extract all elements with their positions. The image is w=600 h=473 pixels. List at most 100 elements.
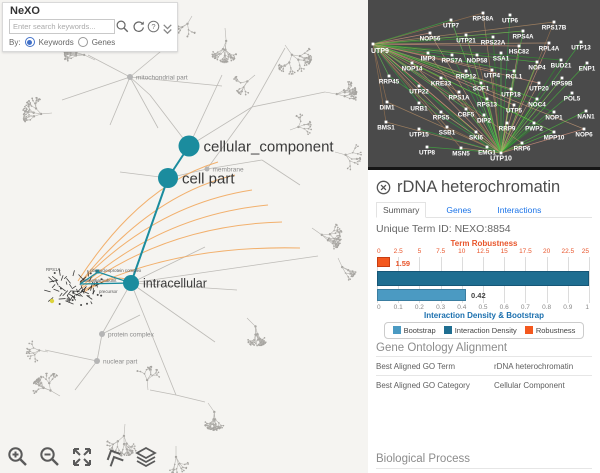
gene-label: UTP18 bbox=[501, 92, 521, 99]
gene-label: UTP15 bbox=[409, 132, 429, 139]
genes-radio[interactable] bbox=[77, 37, 88, 47]
gene-label: NOP14 bbox=[402, 66, 423, 73]
tab-genes[interactable]: Genes bbox=[446, 205, 472, 215]
reset-icon[interactable] bbox=[131, 19, 146, 34]
gene-node[interactable] bbox=[474, 130, 478, 134]
gene-node[interactable] bbox=[464, 33, 468, 37]
cluster-label: RPS1A bbox=[46, 267, 60, 272]
gene-node[interactable] bbox=[552, 110, 556, 114]
gene-label: RPS7A bbox=[442, 58, 463, 65]
gene-node[interactable] bbox=[505, 121, 509, 125]
selected-ontology-node[interactable] bbox=[158, 168, 178, 188]
gene-node[interactable] bbox=[535, 97, 539, 101]
gene-node[interactable] bbox=[410, 61, 414, 65]
ontology-node-label: nuclear part bbox=[103, 359, 138, 366]
layers-icon[interactable] bbox=[134, 445, 158, 469]
ontology-graph-svg[interactable]: mitochondrial part membrane protein comple… bbox=[0, 0, 368, 473]
gene-node[interactable] bbox=[532, 121, 536, 125]
gene-node[interactable] bbox=[584, 109, 588, 113]
zoom-in-icon[interactable] bbox=[6, 445, 30, 469]
gene-node[interactable] bbox=[585, 61, 589, 65]
gene-node[interactable] bbox=[521, 29, 525, 33]
go-category-row: Best Aligned GO Category Cellular Compon… bbox=[376, 377, 592, 393]
gene-node[interactable] bbox=[485, 145, 489, 149]
gene-node[interactable] bbox=[417, 84, 421, 88]
keywords-radio[interactable] bbox=[24, 37, 35, 47]
search-input[interactable] bbox=[9, 19, 115, 34]
gene-node[interactable] bbox=[464, 69, 468, 73]
gene-node[interactable] bbox=[457, 90, 461, 94]
gene-node[interactable] bbox=[552, 130, 556, 134]
keywords-radio-label[interactable]: Keywords bbox=[38, 37, 74, 47]
chevron-down-icon[interactable] bbox=[160, 22, 175, 37]
gene-node[interactable] bbox=[428, 31, 432, 35]
gene-node[interactable] bbox=[426, 51, 430, 55]
zoom-out-icon[interactable] bbox=[38, 445, 62, 469]
gene-node[interactable] bbox=[384, 120, 388, 124]
gene-label: UTP22 bbox=[409, 89, 429, 96]
gene-node[interactable] bbox=[559, 58, 563, 62]
gene-node[interactable] bbox=[417, 101, 421, 105]
gene-node[interactable] bbox=[475, 53, 479, 57]
ontology-node[interactable] bbox=[94, 358, 100, 364]
gene-node[interactable] bbox=[579, 40, 583, 44]
gene-node[interactable] bbox=[479, 81, 483, 85]
go-term-label: Best Aligned GO Term bbox=[376, 361, 455, 371]
gene-node[interactable] bbox=[371, 42, 375, 46]
genes-radio-label[interactable]: Genes bbox=[91, 37, 116, 47]
ontology-node[interactable] bbox=[127, 74, 133, 80]
gene-node[interactable] bbox=[560, 76, 564, 80]
close-icon[interactable] bbox=[376, 180, 391, 195]
tab-summary[interactable]: Summary bbox=[376, 202, 427, 218]
gene-node[interactable] bbox=[570, 91, 574, 95]
help-icon[interactable]: ? bbox=[146, 19, 161, 34]
detail-tabs: Summary Genes Interactions bbox=[376, 201, 592, 218]
gene-label: UTP13 bbox=[571, 45, 591, 52]
by-label: By: bbox=[9, 37, 21, 47]
gene-label: RRP6 bbox=[514, 146, 531, 153]
gene-node[interactable] bbox=[508, 13, 512, 17]
gene-node[interactable] bbox=[537, 81, 541, 85]
gene-node[interactable] bbox=[485, 97, 489, 101]
ontology-canvas[interactable]: mitochondrial part membrane protein comple… bbox=[0, 0, 368, 473]
gene-node[interactable] bbox=[459, 146, 463, 150]
gene-node[interactable] bbox=[439, 76, 443, 80]
gene-node[interactable] bbox=[417, 127, 421, 131]
selected-ontology-node[interactable] bbox=[123, 275, 139, 291]
gene-node[interactable] bbox=[547, 41, 551, 45]
gene-node[interactable] bbox=[387, 74, 391, 78]
gene-node[interactable] bbox=[582, 127, 586, 131]
gene-node[interactable] bbox=[482, 113, 486, 117]
gene-node[interactable] bbox=[520, 141, 524, 145]
gene-node[interactable] bbox=[481, 11, 485, 15]
gene-node[interactable] bbox=[490, 68, 494, 72]
gene-node[interactable] bbox=[552, 20, 556, 24]
ontology-node[interactable] bbox=[99, 331, 105, 337]
gene-node[interactable] bbox=[449, 18, 453, 22]
gene-network-panel[interactable]: UTP9 RPS8A UTP6 RPS17B UTP7 NOP56 UTP21 RPS22A R… bbox=[368, 0, 600, 170]
selected-ontology-node[interactable] bbox=[178, 135, 200, 157]
gene-node[interactable] bbox=[425, 145, 429, 149]
gene-node[interactable] bbox=[464, 107, 468, 111]
gene-node[interactable] bbox=[445, 125, 449, 129]
collapse-tree-icon[interactable] bbox=[102, 445, 126, 469]
gene-node[interactable] bbox=[517, 44, 521, 48]
gene-node[interactable] bbox=[535, 60, 539, 64]
gene-node[interactable] bbox=[512, 103, 516, 107]
gene-label: RRP12 bbox=[456, 74, 477, 81]
gene-node[interactable] bbox=[450, 53, 454, 57]
gene-node[interactable] bbox=[512, 69, 516, 73]
gene-node[interactable] bbox=[499, 151, 503, 155]
fit-view-icon[interactable] bbox=[70, 445, 94, 469]
gene-node[interactable] bbox=[509, 87, 513, 91]
robustness-plot: 1.59 0.42 bbox=[377, 257, 590, 303]
gene-node[interactable] bbox=[499, 51, 503, 55]
gene-node[interactable] bbox=[491, 35, 495, 39]
search-icon[interactable] bbox=[115, 19, 130, 34]
ontology-node[interactable] bbox=[204, 166, 210, 172]
gene-node[interactable] bbox=[439, 110, 443, 114]
gene-node[interactable] bbox=[385, 100, 389, 104]
tab-interactions[interactable]: Interactions bbox=[497, 205, 542, 215]
